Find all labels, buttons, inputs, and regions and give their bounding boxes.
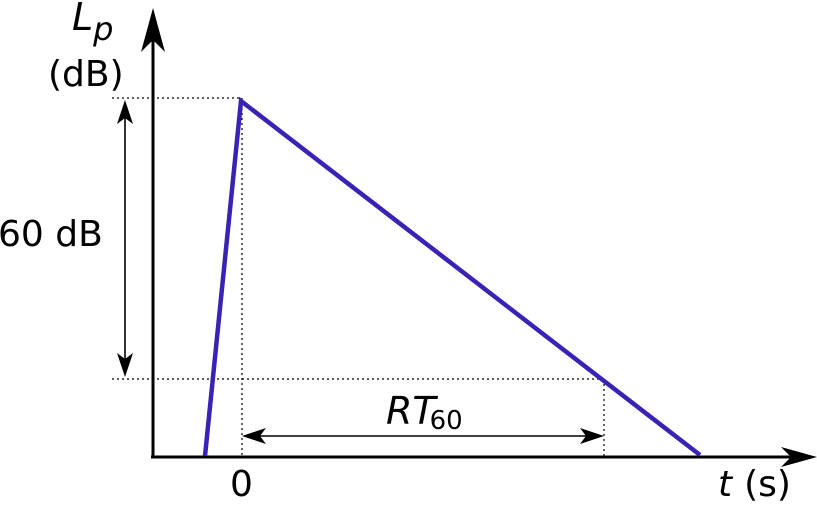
x-axis-unit: (s)	[744, 464, 791, 505]
sound-level-curve	[202, 96, 702, 457]
level-drop-arrowhead-bottom	[117, 353, 133, 377]
time-origin-label: 0	[230, 464, 253, 505]
x-axis-symbol: t	[718, 464, 734, 505]
guide-lines	[112, 97, 605, 458]
rt60-symbol: RT	[386, 389, 438, 433]
rt60-label: RT60	[386, 389, 463, 436]
x-axis-label: t (s)	[718, 464, 791, 505]
y-axis-arrowhead	[141, 8, 165, 52]
rt60-arrowhead-right	[580, 428, 604, 444]
level-drop-arrowhead-top	[117, 100, 133, 124]
x-axis-arrowhead	[781, 447, 817, 467]
level-drop-arrow	[117, 100, 133, 377]
rt60-subscript: 60	[430, 406, 463, 436]
y-axis-unit: (dB)	[48, 54, 124, 95]
rt60-arrowhead-left	[242, 428, 266, 444]
rt60-span-arrow	[242, 428, 604, 444]
y-axis-symbol-main: L	[72, 0, 93, 39]
y-axis-symbol: Lp	[72, 0, 113, 48]
y-axis-symbol-subscript: p	[92, 10, 113, 48]
level-drop-label: 60 dB	[0, 214, 103, 255]
